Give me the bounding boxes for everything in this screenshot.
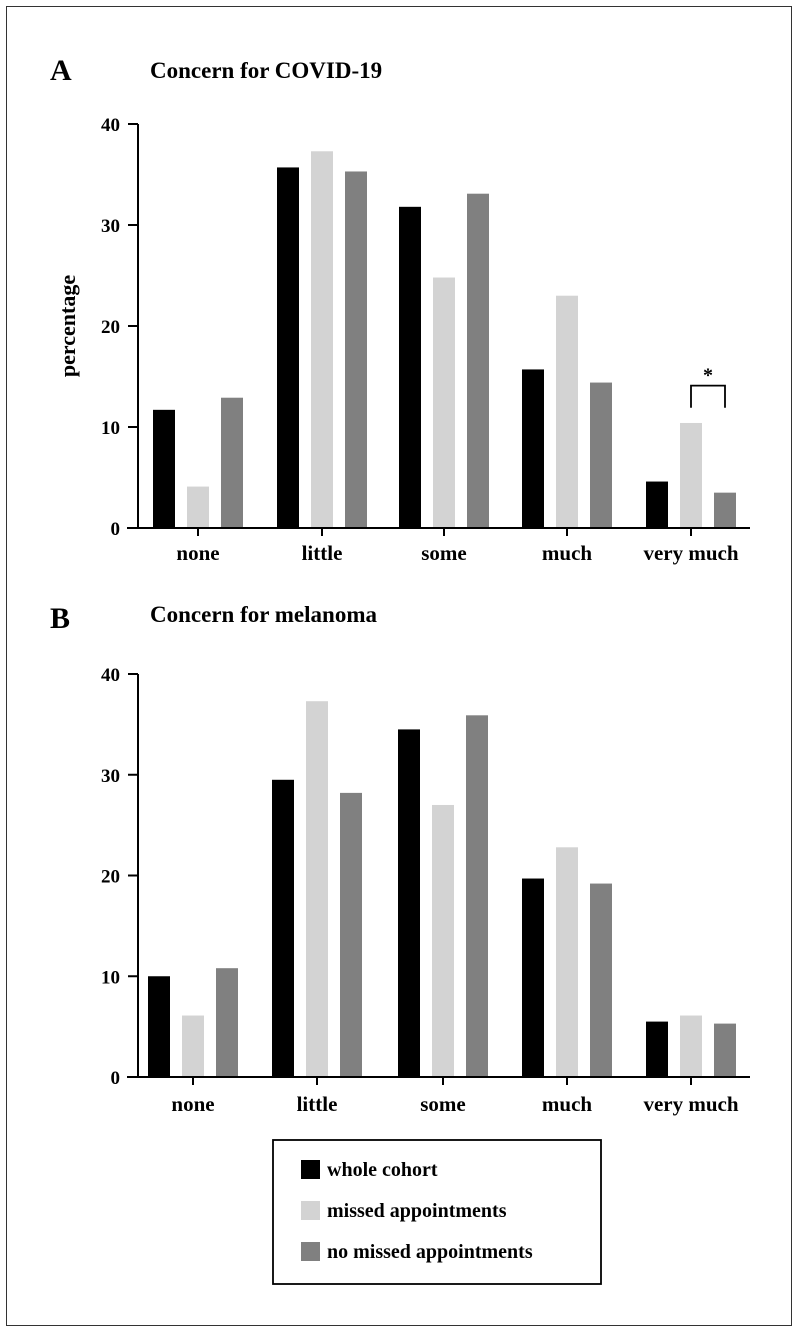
y-tick-label: 0 — [111, 1068, 121, 1089]
bar-missed-appointments-some — [432, 804, 454, 1077]
bar-missed-appointments-much — [556, 847, 578, 1077]
bar-whole-cohort-very-much — [646, 1021, 668, 1077]
bar-missed-appointments-little — [306, 701, 328, 1077]
y-tick-label: 20 — [101, 317, 120, 338]
bar-whole-cohort-little — [272, 779, 294, 1077]
y-tick-label: 10 — [101, 967, 120, 988]
legend-swatch — [301, 1201, 320, 1220]
significance-bracket — [690, 384, 726, 408]
bar-missed-appointments-some — [433, 277, 455, 528]
panel-b-chart: B Concern for melanoma 0 10 20 30 40 none little… — [50, 602, 750, 1116]
panel-letter: A — [50, 54, 72, 87]
bar-no-missed-appointments-very-much — [714, 1023, 736, 1077]
bar-whole-cohort-none — [148, 976, 170, 1077]
legend-swatch — [301, 1242, 320, 1261]
bar-missed-appointments-little — [311, 151, 333, 528]
bar-no-missed-appointments-some — [467, 193, 489, 528]
legend-label: whole cohort — [327, 1159, 438, 1181]
bar-missed-appointments-none — [187, 486, 209, 528]
bar-missed-appointments-much — [556, 295, 578, 528]
x-category-label: little — [297, 1092, 338, 1116]
y-tick-label: 30 — [101, 766, 120, 787]
bar-no-missed-appointments-none — [216, 968, 238, 1077]
bar-no-missed-appointments-very-much — [714, 492, 736, 528]
x-category-label: some — [420, 1092, 466, 1116]
bar-whole-cohort-some — [399, 206, 421, 528]
y-tick-label: 40 — [101, 115, 120, 136]
x-category-label: much — [542, 541, 592, 565]
bar-missed-appointments-none — [182, 1015, 204, 1077]
y-tick-label: 10 — [101, 418, 120, 439]
x-category-label: much — [542, 1092, 592, 1116]
x-category-label: very much — [643, 1092, 738, 1116]
x-category-label: some — [421, 541, 467, 565]
y-tick-label: 0 — [111, 519, 121, 540]
legend: whole cohort missed appointments no missed… — [272, 1139, 602, 1285]
bar-whole-cohort-very-much — [646, 481, 668, 528]
bar-whole-cohort-none — [153, 409, 175, 528]
bar-missed-appointments-very-much — [680, 422, 702, 528]
figure-frame — [6, 6, 792, 1326]
chart-title: Concern for melanoma — [150, 602, 377, 627]
bar-missed-appointments-very-much — [680, 1015, 702, 1077]
bar-whole-cohort-much — [522, 369, 544, 528]
legend-label: no missed appointments — [327, 1241, 533, 1263]
x-category-label: none — [171, 1092, 214, 1116]
y-tick-label: 40 — [101, 665, 120, 686]
bar-no-missed-appointments-some — [466, 715, 488, 1077]
legend-label: missed appointments — [327, 1200, 507, 1222]
x-category-label: little — [302, 541, 343, 565]
bar-whole-cohort-little — [277, 167, 299, 528]
x-category-label: very much — [643, 541, 738, 565]
legend-box — [272, 1139, 602, 1285]
bar-whole-cohort-much — [522, 878, 544, 1077]
y-axis-label: percentage — [55, 275, 80, 377]
bar-no-missed-appointments-none — [221, 397, 243, 528]
bar-no-missed-appointments-much — [590, 883, 612, 1077]
significance-asterisk: * — [703, 365, 713, 387]
panel-a-chart: A Concern for COVID-19 percentage 0 10 20 30 40… — [50, 54, 750, 565]
x-category-label: none — [176, 541, 219, 565]
bar-no-missed-appointments-little — [340, 792, 362, 1077]
panel-letter: B — [50, 602, 70, 635]
chart-title: Concern for COVID-19 — [150, 58, 382, 83]
bar-no-missed-appointments-much — [590, 382, 612, 528]
legend-swatch — [301, 1160, 320, 1179]
bar-no-missed-appointments-little — [345, 171, 367, 528]
y-tick-label: 20 — [101, 867, 120, 888]
bar-whole-cohort-some — [398, 729, 420, 1077]
y-tick-label: 30 — [101, 216, 120, 237]
